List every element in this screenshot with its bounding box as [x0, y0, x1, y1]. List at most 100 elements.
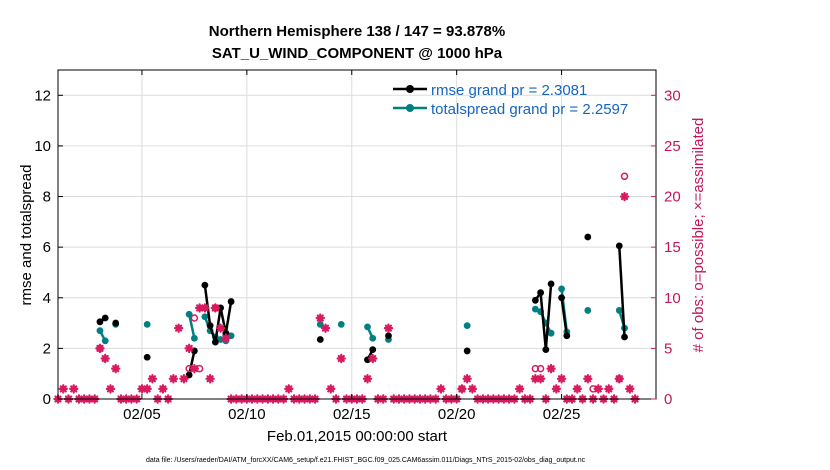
ticks: 02/05 02/10 02/15 02/20 02/25 0 2 4 6 8 10 12 0 5 10 15… [34, 70, 681, 423]
obs-assimilated-marker [158, 384, 168, 394]
totalspread-point [143, 320, 151, 328]
totalspread-point [463, 322, 471, 330]
obs-assimilated-marker [583, 374, 593, 384]
obs-assimilated-marker [383, 323, 394, 333]
totalspread-point [185, 310, 193, 318]
obs-possible-marker [531, 364, 540, 373]
x-axis-label: Feb.01,2015 00:00:00 start [267, 428, 448, 445]
obs-assimilated-marker [189, 363, 200, 374]
obs-assimilated-marker [368, 353, 378, 364]
obs-assimilated-marker [173, 323, 184, 333]
obs-assimilated-marker [194, 303, 205, 313]
chart-title: Northern Hemisphere 138 / 147 = 93.878% [209, 23, 505, 40]
obs-possible-marker [620, 172, 629, 181]
obs-assimilated-marker [546, 363, 556, 374]
obs-assimilated-marker [200, 303, 210, 313]
rmse-point [101, 314, 109, 322]
x-tick-label: 02/10 [228, 406, 266, 423]
obs-assimilated-marker [205, 374, 215, 384]
legend-totalspread-marker [406, 104, 414, 112]
x-tick-label: 02/25 [543, 406, 581, 423]
obs-assimilated-marker [137, 384, 147, 394]
rmse-line [534, 283, 553, 351]
obs-assimilated-marker [625, 384, 635, 394]
obs-assimilated-marker [320, 323, 331, 333]
obs-assimilated-marker [210, 303, 221, 313]
y-tick-label-right: 30 [664, 87, 681, 104]
rmse-point [185, 371, 193, 379]
rmse-point [143, 353, 151, 361]
rmse-point [531, 296, 539, 304]
footnote: data file: /Users/raeder/DAI/ATM_forcXX/… [146, 457, 586, 464]
obs-assimilated-marker [436, 384, 446, 394]
y-axis-label-left: rmse and totalspread [18, 165, 35, 306]
obs-assimilated-marker [147, 374, 158, 384]
rmse-point [563, 332, 571, 340]
rmse-point [211, 338, 219, 346]
y-tick-label-right: 15 [664, 239, 681, 256]
obs-assimilated-marker [467, 384, 478, 394]
rmse-point [547, 280, 555, 288]
obs-assimilated-marker [95, 343, 105, 354]
obs-assimilated-marker [593, 384, 603, 394]
totalspread-point [337, 320, 345, 328]
totalspread-point [364, 323, 371, 331]
y-tick-label-left: 10 [34, 138, 51, 155]
obs-possible-marker [536, 364, 545, 373]
legend-rmse-label: rmse grand pr = 2.3081 [431, 82, 587, 99]
rmse-point [112, 319, 120, 327]
series-layer [96, 233, 628, 379]
totalspread-point [190, 334, 198, 342]
rmse-point [584, 233, 592, 241]
y-tick-label-left: 2 [43, 340, 51, 357]
obs-assimilated-marker [514, 384, 525, 394]
rmse-point [537, 289, 544, 297]
rmse-point [96, 318, 104, 326]
obs-assimilated-marker [315, 313, 325, 323]
totalspread-point [316, 320, 324, 328]
chart-subtitle: SAT_U_WIND_COMPONENT @ 1000 hPa [212, 45, 503, 62]
totalspread-point [558, 285, 565, 293]
totalspread-point [615, 307, 623, 314]
obs-assimilated-marker [100, 353, 110, 364]
obs-assimilated-marker [551, 384, 562, 394]
grid [58, 70, 656, 399]
obs-assimilated-marker [215, 323, 226, 333]
y-tick-label-right: 5 [664, 340, 672, 357]
y-tick-label-right: 0 [664, 391, 672, 408]
y-axis-label-right: # of obs: o=possible; ×=assimilated [690, 118, 707, 353]
rmse-point [364, 356, 371, 364]
obs-assimilated-marker [58, 384, 68, 394]
obs-assimilated-marker [457, 384, 467, 394]
obs-assimilated-marker [326, 384, 336, 394]
totalspread-line [187, 313, 196, 339]
totalspread-point [531, 305, 539, 313]
totalspread-point [101, 337, 109, 345]
legend: rmse grand pr = 2.3081 totalspread grand… [393, 82, 628, 118]
y-tick-label-left: 8 [43, 189, 51, 206]
obs-assimilated-marker [336, 353, 346, 364]
totalspread-point [201, 313, 209, 321]
rmse-point [227, 298, 235, 305]
obs-assimilated-marker [142, 384, 152, 394]
y-tick-label-left: 0 [43, 391, 51, 408]
obs-assimilated-marker [111, 363, 121, 374]
obs-assimilated-marker [462, 374, 472, 384]
obs-possible-marker [190, 314, 199, 322]
legend-rmse-marker [406, 85, 414, 93]
obs-assimilated-marker [179, 374, 189, 384]
rmse-point [316, 336, 324, 343]
rmse-point [463, 347, 471, 355]
obs-assimilated-marker [572, 384, 583, 394]
y-tick-label-left: 4 [43, 290, 51, 307]
obs-assimilated-marker [604, 384, 614, 394]
plot-frame [57, 69, 657, 400]
obs-assimilated-marker [614, 374, 624, 384]
y-tick-label-right: 10 [664, 290, 681, 307]
rmse-point [369, 346, 377, 354]
x-tick-label: 02/20 [438, 406, 476, 423]
totalspread-point [96, 327, 104, 335]
obs-assimilated-marker [362, 374, 373, 384]
obs-assimilated-marker [221, 333, 231, 343]
